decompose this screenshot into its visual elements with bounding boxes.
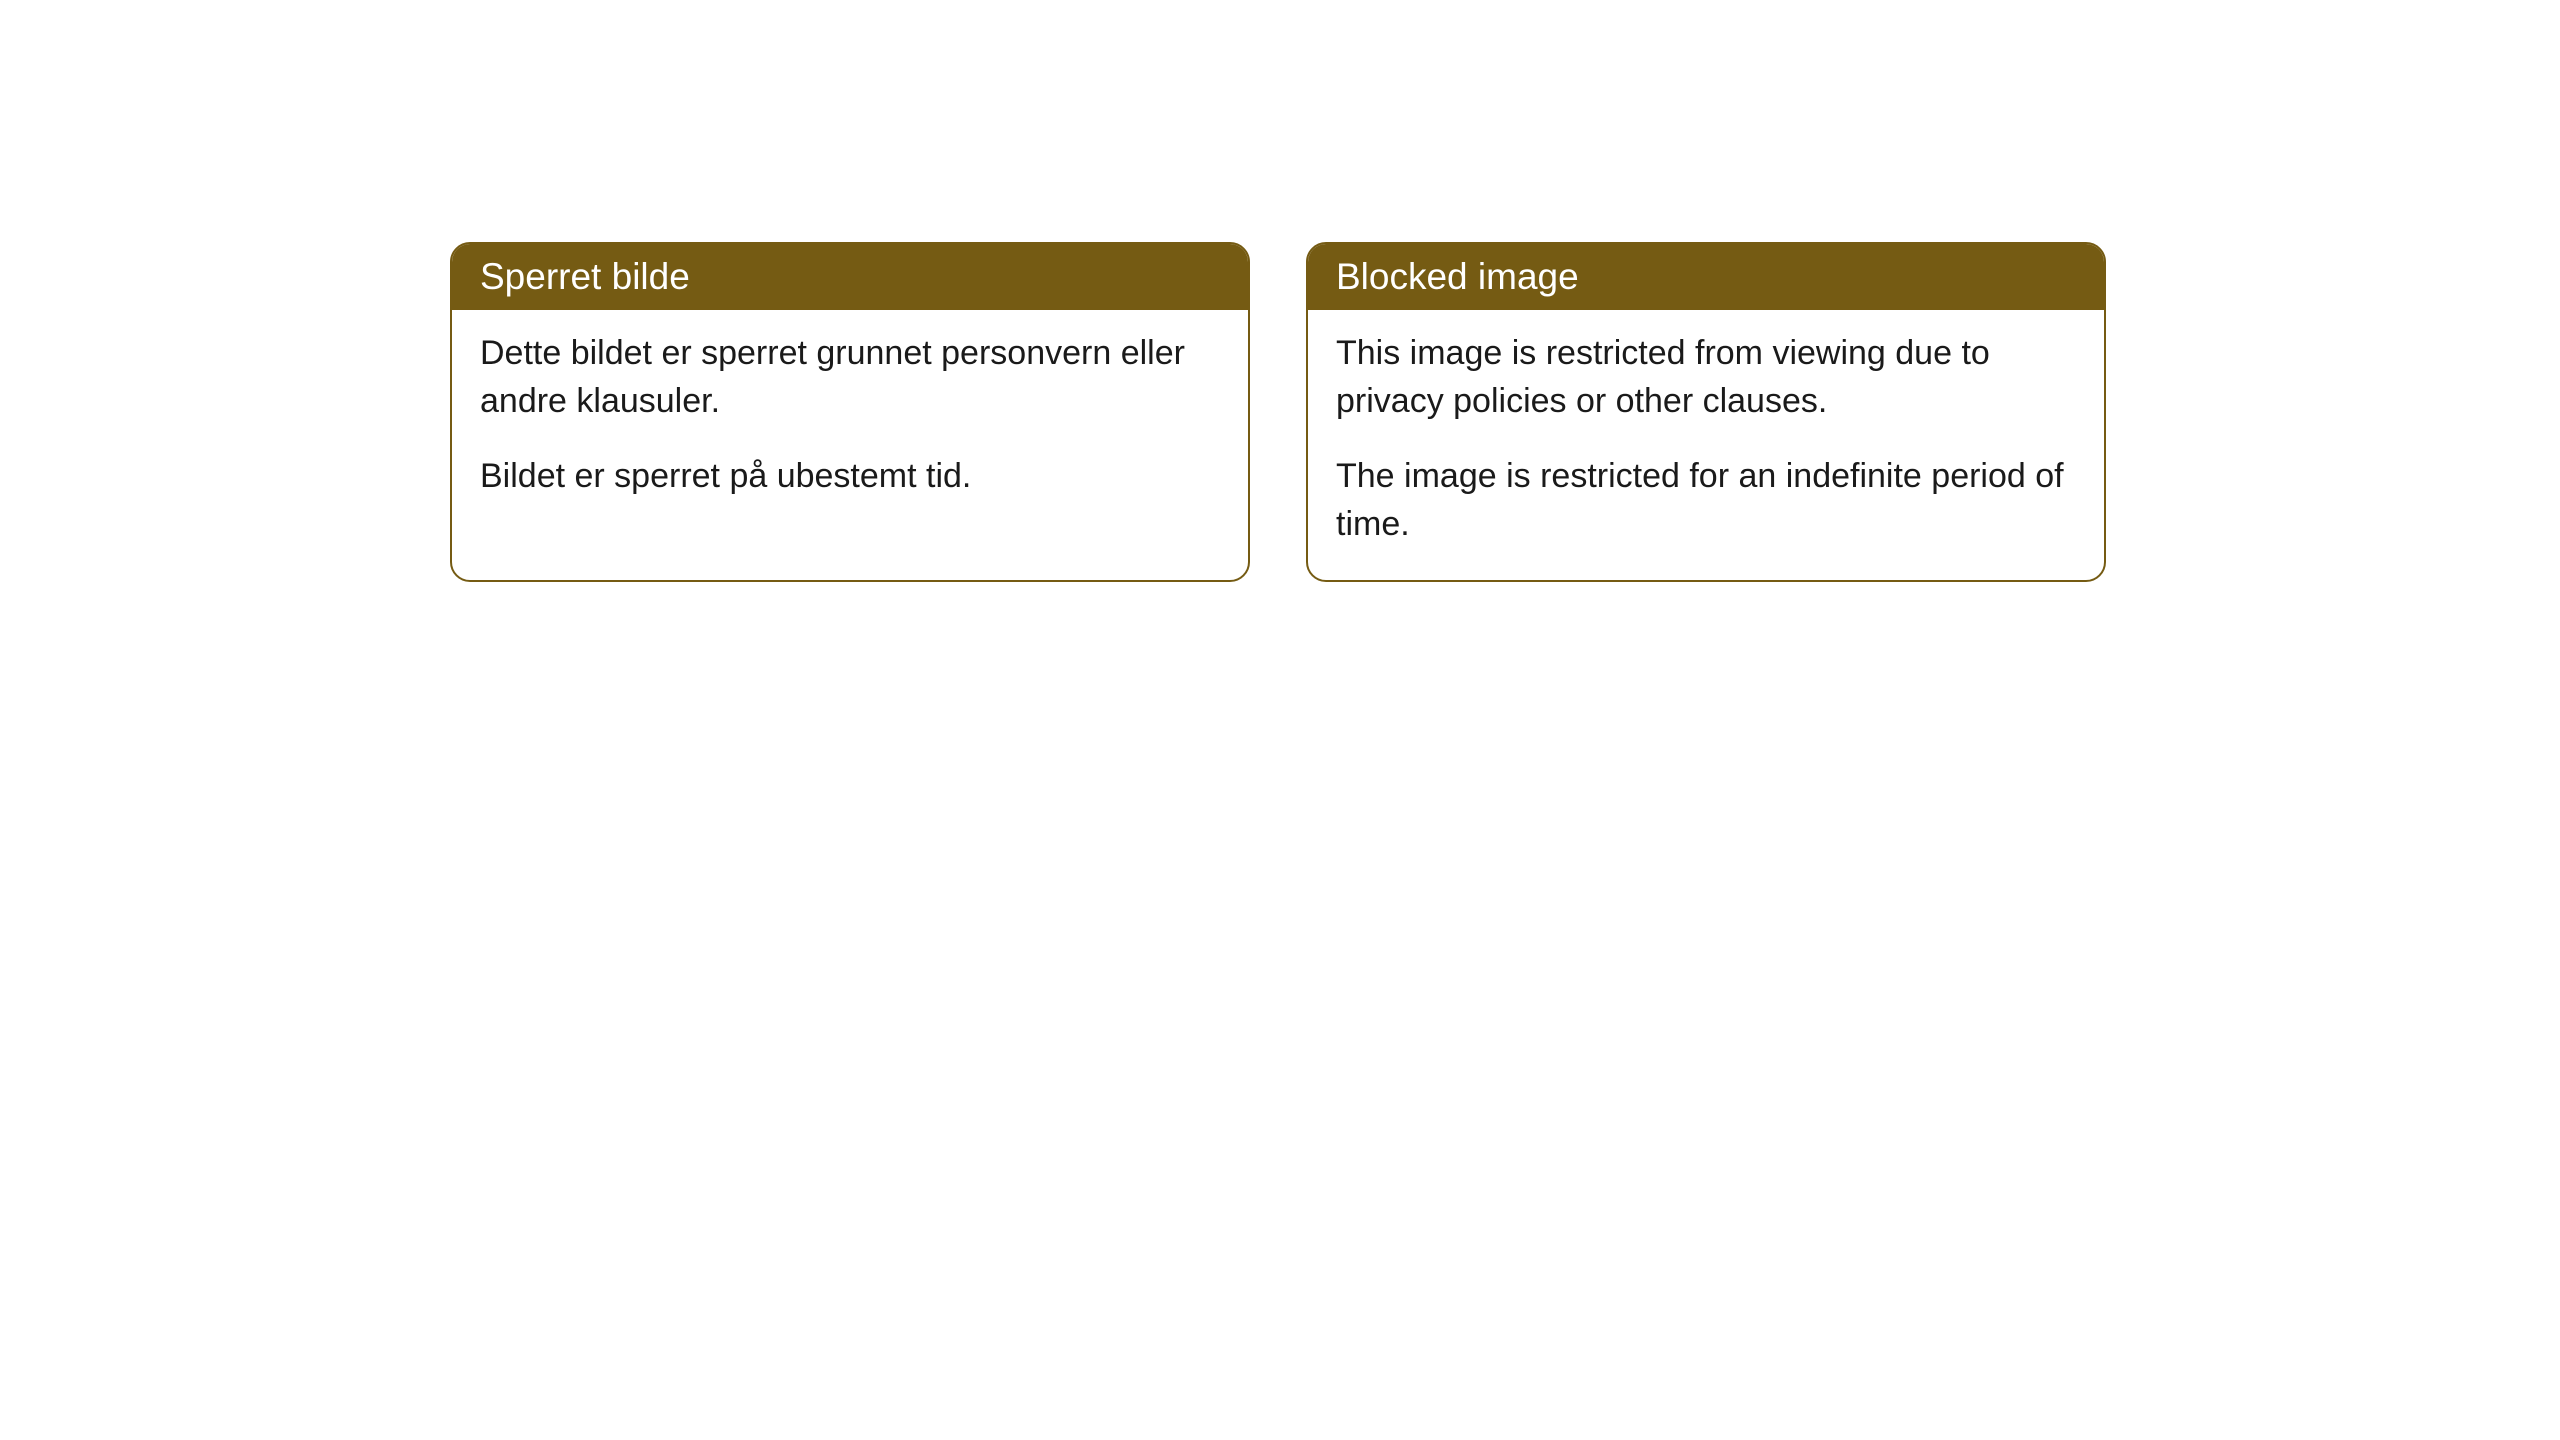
notice-card-norwegian: Sperret bilde Dette bildet er sperret gr… <box>450 242 1250 582</box>
notice-card-english: Blocked image This image is restricted f… <box>1306 242 2106 582</box>
card-paragraph: Dette bildet er sperret grunnet personve… <box>480 330 1220 425</box>
card-title: Blocked image <box>1336 256 1579 297</box>
notice-container: Sperret bilde Dette bildet er sperret gr… <box>450 242 2106 582</box>
card-body: Dette bildet er sperret grunnet personve… <box>452 310 1248 533</box>
card-paragraph: Bildet er sperret på ubestemt tid. <box>480 453 1220 501</box>
card-paragraph: This image is restricted from viewing du… <box>1336 330 2076 425</box>
card-paragraph: The image is restricted for an indefinit… <box>1336 453 2076 548</box>
card-header: Sperret bilde <box>452 244 1248 310</box>
card-title: Sperret bilde <box>480 256 690 297</box>
card-body: This image is restricted from viewing du… <box>1308 310 2104 580</box>
card-header: Blocked image <box>1308 244 2104 310</box>
